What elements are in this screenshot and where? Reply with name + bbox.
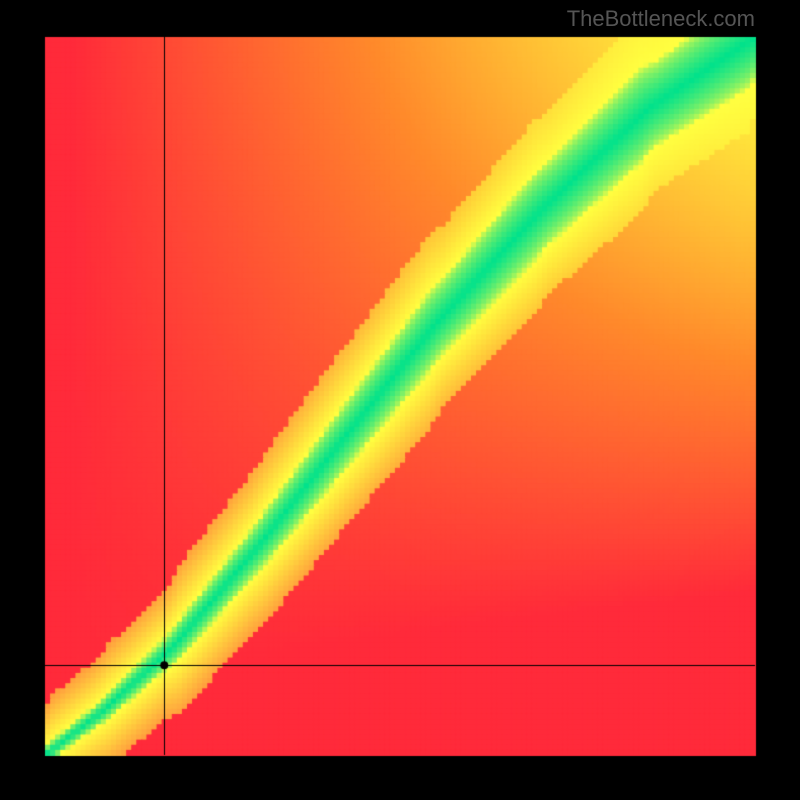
chart-container: TheBottleneck.com bbox=[0, 0, 800, 800]
watermark-text: TheBottleneck.com bbox=[567, 6, 755, 32]
bottleneck-heatmap-canvas bbox=[0, 0, 800, 800]
